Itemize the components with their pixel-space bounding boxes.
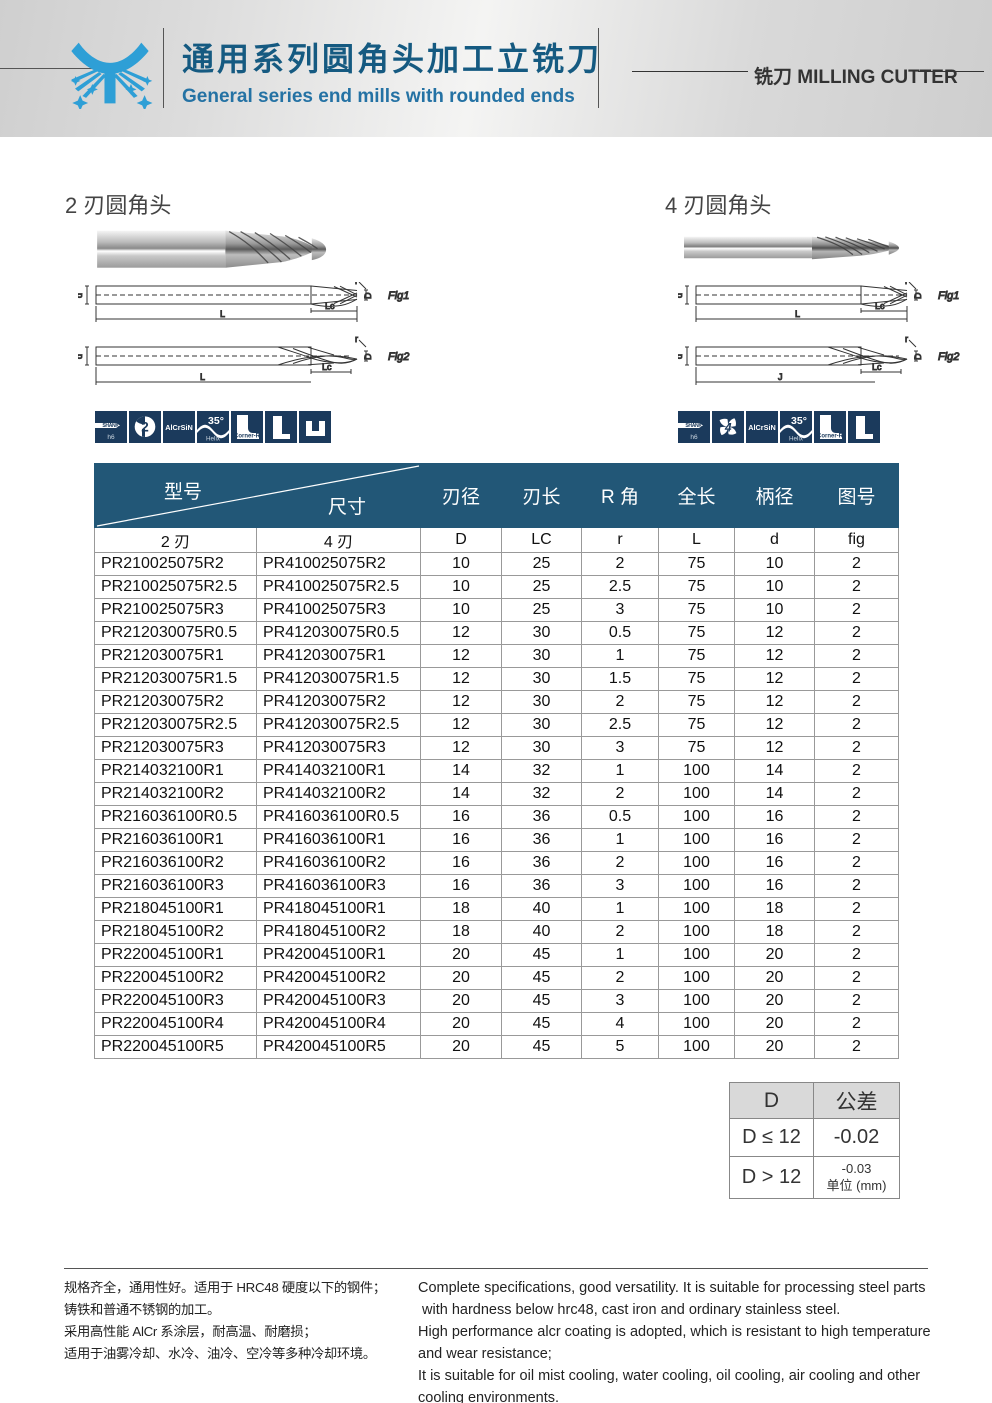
svg-text:Fig1: Fig1: [388, 290, 409, 302]
svg-text:d: d: [78, 293, 84, 298]
svg-text:4: 4: [724, 420, 732, 434]
svg-text:AlCrSiN: AlCrSiN: [165, 423, 193, 432]
svg-text:Lc: Lc: [325, 301, 335, 311]
svg-text:L: L: [200, 372, 205, 382]
svg-text:d: d: [678, 354, 684, 359]
svg-text:Fig2: Fig2: [938, 351, 959, 363]
svg-text:h6: h6: [107, 434, 115, 441]
svg-text:Corner-R: Corner-R: [234, 434, 261, 440]
svg-text:Fig2: Fig2: [388, 351, 409, 363]
svg-text:Fig1: Fig1: [938, 290, 959, 302]
svg-text:J: J: [778, 372, 783, 382]
svg-text:d: d: [678, 293, 684, 298]
svg-text:Lc: Lc: [322, 362, 332, 372]
svg-text:35°: 35°: [208, 415, 224, 427]
svg-text:D: D: [913, 292, 923, 299]
svg-text:35°: 35°: [791, 415, 807, 427]
svg-text:Helix: Helix: [206, 436, 221, 443]
svg-text:d: d: [78, 354, 84, 359]
svg-text:D: D: [363, 292, 373, 299]
svg-text:SHANK: SHANK: [102, 423, 119, 429]
svg-text:SHANK: SHANK: [685, 423, 702, 429]
svg-text:r: r: [355, 282, 358, 286]
svg-text:Helix: Helix: [789, 436, 804, 443]
svg-text:D: D: [363, 353, 373, 360]
svg-text:r: r: [905, 282, 908, 286]
svg-text:Corner-R: Corner-R: [817, 434, 844, 440]
svg-text:r: r: [355, 334, 358, 344]
svg-text:r: r: [905, 334, 908, 344]
svg-text:L: L: [795, 309, 800, 319]
svg-text:Lc: Lc: [875, 301, 885, 311]
svg-text:AlCrSiN: AlCrSiN: [748, 423, 776, 432]
svg-text:D: D: [913, 353, 923, 360]
svg-text:2: 2: [141, 420, 149, 435]
svg-text:L: L: [220, 309, 225, 319]
svg-text:h6: h6: [690, 434, 698, 441]
svg-text:Lc: Lc: [872, 362, 882, 372]
